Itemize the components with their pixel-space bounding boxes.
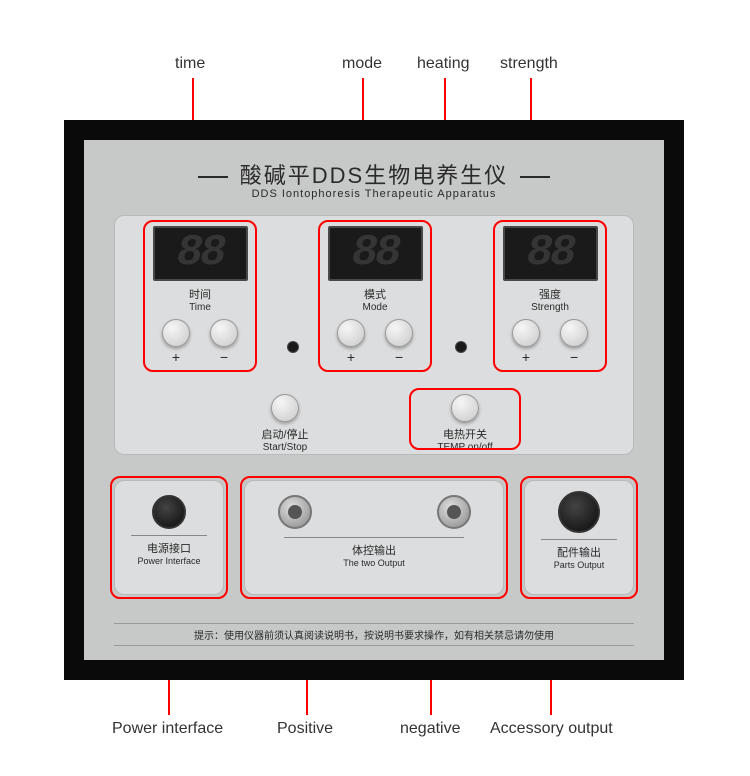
led-indicator [455, 341, 467, 353]
highlight-box [110, 476, 228, 599]
label-heating: heating [417, 55, 470, 73]
device-panel: 酸碱平DDS生物电养生仪 DDS Iontophoresis Therapeut… [84, 140, 664, 660]
led-indicator [287, 341, 299, 353]
label-strength: strength [500, 55, 558, 73]
start-stop-group: 启动/停止 Start/Stop [235, 394, 335, 453]
highlight-box [143, 220, 257, 372]
label-accessory: Accessory output [490, 720, 613, 738]
title-cn: 酸碱平DDS生物电养生仪 [240, 163, 508, 188]
highlight-box [409, 388, 521, 450]
highlight-box [318, 220, 432, 372]
highlight-box [493, 220, 607, 372]
label-positive: Positive [277, 720, 333, 738]
start-label-en: Start/Stop [235, 442, 335, 453]
start-label-cn: 启动/停止 [235, 426, 335, 442]
device-frame: 酸碱平DDS生物电养生仪 DDS Iontophoresis Therapeut… [64, 120, 684, 680]
label-mode: mode [342, 55, 382, 73]
device-title: 酸碱平DDS生物电养生仪 DDS Iontophoresis Therapeut… [84, 158, 664, 200]
highlight-box [520, 476, 638, 599]
highlight-box [240, 476, 508, 599]
label-negative: negative [400, 720, 461, 738]
start-stop-button[interactable] [271, 394, 299, 422]
controls-panel: 88 时间 Time + − 88 模式 Mode [114, 215, 634, 455]
ports-row: 电源接口 Power Interface 体控输出 The two Output [114, 480, 634, 600]
title-en: DDS Iontophoresis Therapeutic Apparatus [84, 188, 664, 200]
footer-warning: 提示：使用仪器前须认真阅读说明书，按说明书要求操作，如有相关禁忌请勿使用 [114, 623, 634, 646]
label-time: time [175, 55, 205, 73]
label-power: Power interface [112, 720, 223, 738]
